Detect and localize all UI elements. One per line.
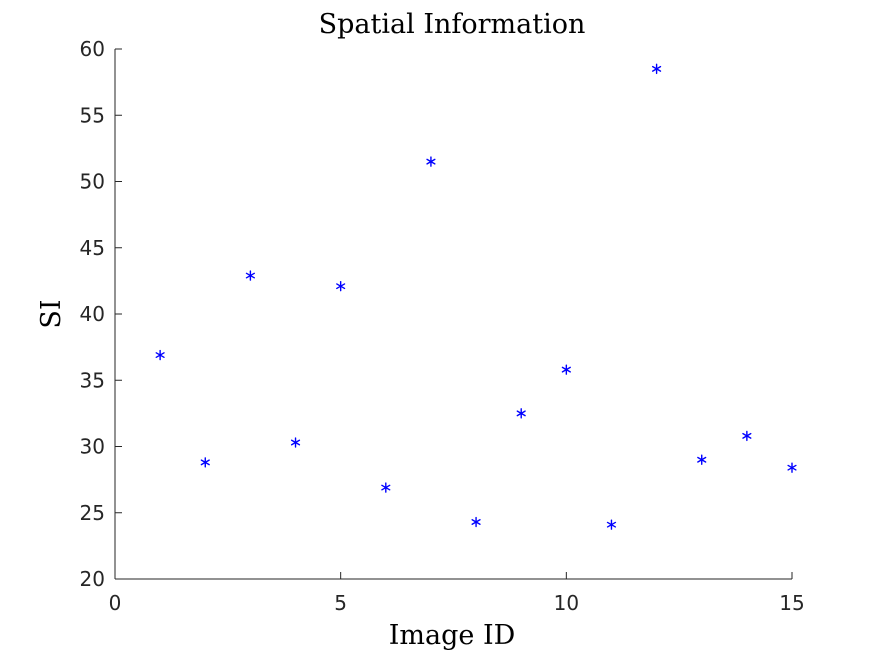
- ticks: 0 5 10 15 20 25 30 35 40 45 50 55 60: [80, 37, 805, 615]
- y-axis-label: SI: [36, 299, 67, 328]
- axes: [114, 49, 792, 580]
- data-point: [606, 519, 617, 530]
- data-point: [381, 482, 391, 493]
- y-tick-label: 60: [80, 37, 105, 61]
- y-tick-label: 50: [80, 170, 105, 194]
- data-point: [652, 63, 662, 75]
- data-point: [290, 437, 301, 448]
- data-point: [336, 280, 346, 292]
- data-point: [787, 462, 797, 473]
- chart-title: Spatial Information: [319, 9, 586, 40]
- y-tick-label: 55: [80, 103, 105, 127]
- data-point: [742, 430, 752, 442]
- x-tick-label: 0: [109, 591, 122, 615]
- y-tick-label: 30: [80, 435, 105, 459]
- data-points: [155, 63, 797, 530]
- data-point: [200, 457, 210, 468]
- x-axis-label: Image ID: [389, 620, 516, 651]
- data-point: [245, 270, 255, 281]
- data-point: [516, 408, 526, 419]
- data-point: [561, 364, 571, 375]
- y-tick-label: 35: [80, 368, 105, 392]
- y-tick-label: 45: [80, 236, 105, 260]
- y-tick-label: 40: [80, 302, 105, 326]
- data-point: [426, 156, 436, 167]
- y-tick-label: 25: [80, 501, 105, 525]
- y-tick-label: 20: [80, 567, 105, 591]
- x-tick-label: 15: [779, 591, 804, 615]
- data-point: [697, 454, 707, 465]
- x-tick-label: 10: [554, 591, 579, 615]
- data-point: [155, 349, 165, 361]
- x-tick-label: 5: [334, 591, 347, 615]
- data-point: [471, 516, 481, 528]
